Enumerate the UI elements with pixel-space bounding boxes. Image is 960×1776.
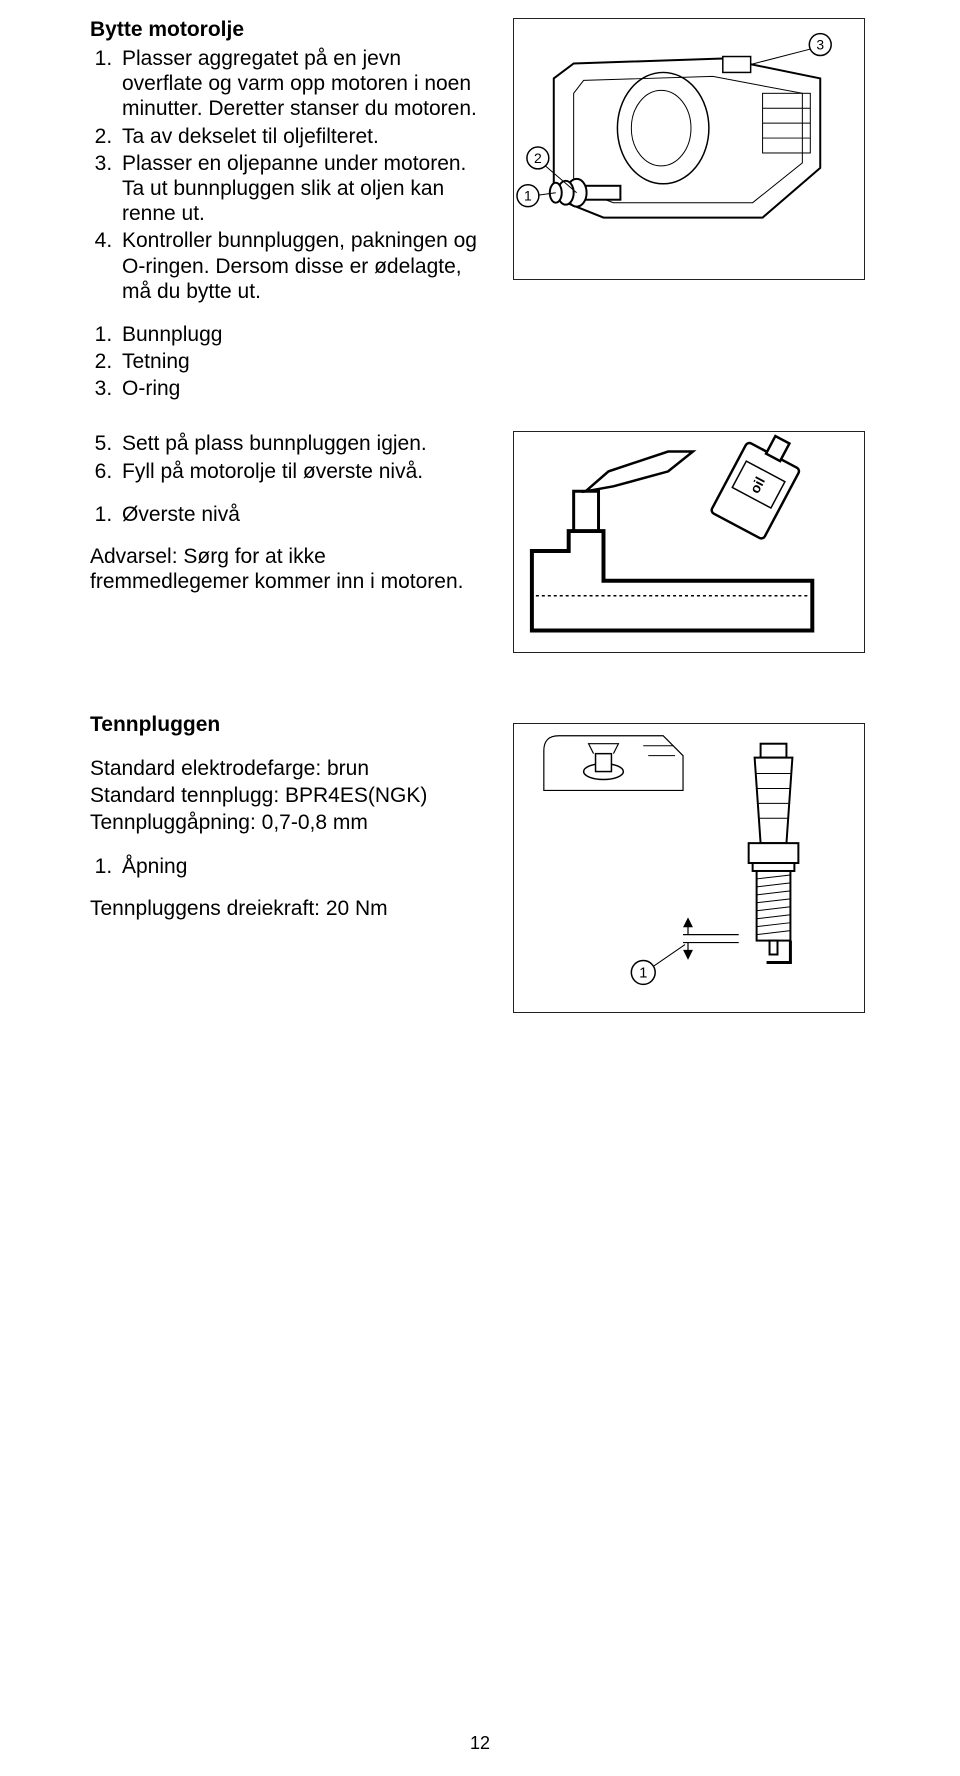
spark-plug-type: Standard tennplugg: BPR4ES(NGK) bbox=[90, 784, 480, 809]
step-4: Kontroller bunnpluggen, pakningen og O-r… bbox=[118, 228, 480, 304]
part-oring: O-ring bbox=[118, 376, 480, 401]
part-apning: Åpning bbox=[118, 854, 480, 879]
part-bunnplugg: Bunnplugg bbox=[118, 322, 480, 347]
step-2: Ta av dekselet til oljefilteret. bbox=[118, 124, 480, 149]
section3-parts: Åpning bbox=[90, 854, 480, 879]
figure-2-oil-fill: oil bbox=[513, 431, 865, 653]
figure-1-drain-plug: 3 2 1 bbox=[513, 18, 865, 280]
section1-steps: Plasser aggregatet på en jevn overflate … bbox=[90, 46, 480, 304]
section3-title: Tennpluggen bbox=[90, 713, 480, 737]
part-overste-niva: Øverste nivå bbox=[118, 502, 480, 527]
figure-3-spark-plug: 1 bbox=[513, 723, 865, 1013]
callout-gap-1: 1 bbox=[639, 966, 647, 982]
section2-steps: Sett på plass bunnpluggen igjen. Fyll på… bbox=[90, 431, 480, 483]
section2-warning: Advarsel: Sørg for at ikke fremmedlegeme… bbox=[90, 545, 480, 595]
section2-parts: Øverste nivå bbox=[90, 502, 480, 527]
callout-1: 1 bbox=[524, 188, 532, 204]
section1-parts: Bunnplugg Tetning O-ring bbox=[90, 322, 480, 402]
spark-plug-gap: Tennpluggåpning: 0,7-0,8 mm bbox=[90, 811, 480, 836]
part-tetning: Tetning bbox=[118, 349, 480, 374]
spark-plug-torque: Tennpluggens dreiekraft: 20 Nm bbox=[90, 897, 480, 922]
electrode-color: Standard elektrodefarge: brun bbox=[90, 757, 480, 782]
page-number: 12 bbox=[0, 1733, 960, 1754]
step-1: Plasser aggregatet på en jevn overflate … bbox=[118, 46, 480, 122]
step-6: Fyll på motorolje til øverste nivå. bbox=[118, 459, 480, 484]
step-5: Sett på plass bunnpluggen igjen. bbox=[118, 431, 480, 456]
callout-2: 2 bbox=[534, 150, 542, 166]
callout-3: 3 bbox=[816, 37, 824, 53]
section1-title: Bytte motorolje bbox=[90, 18, 480, 42]
step-3: Plasser en oljepanne under motoren. Ta u… bbox=[118, 151, 480, 227]
